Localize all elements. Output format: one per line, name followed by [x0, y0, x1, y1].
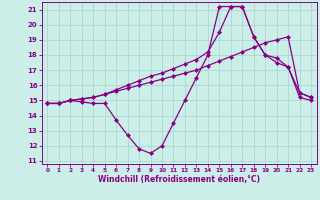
- X-axis label: Windchill (Refroidissement éolien,°C): Windchill (Refroidissement éolien,°C): [98, 175, 260, 184]
